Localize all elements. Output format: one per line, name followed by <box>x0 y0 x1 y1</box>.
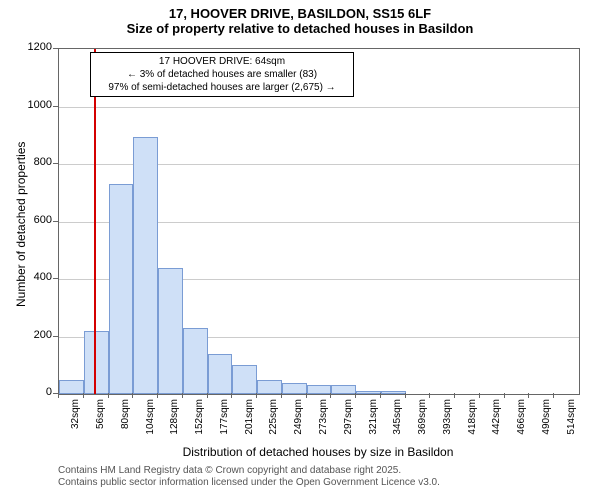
x-tick <box>182 393 183 398</box>
x-tick-label: 128sqm <box>169 399 180 449</box>
histogram-bar <box>59 380 84 394</box>
x-tick <box>306 393 307 398</box>
x-tick <box>231 393 232 398</box>
x-tick-label: 369sqm <box>417 399 428 449</box>
x-tick <box>330 393 331 398</box>
x-tick <box>83 393 84 398</box>
x-tick-label: 514sqm <box>566 399 577 449</box>
property-marker-line <box>94 49 96 394</box>
x-tick <box>479 393 480 398</box>
histogram-bar <box>133 137 158 394</box>
x-tick-label: 273sqm <box>318 399 329 449</box>
histogram-bar <box>208 354 233 394</box>
x-tick-label: 177sqm <box>219 399 230 449</box>
y-tick <box>53 163 58 164</box>
y-tick-label: 1000 <box>20 99 52 111</box>
x-tick-label: 466sqm <box>516 399 527 449</box>
x-tick <box>256 393 257 398</box>
footer-line1: Contains HM Land Registry data © Crown c… <box>58 465 440 477</box>
x-tick-label: 80sqm <box>120 399 131 449</box>
plot-area <box>58 48 580 395</box>
y-tick <box>53 48 58 49</box>
y-tick <box>53 221 58 222</box>
y-tick <box>53 336 58 337</box>
x-tick <box>58 393 59 398</box>
y-tick-label: 800 <box>20 156 52 168</box>
x-tick <box>528 393 529 398</box>
y-tick-label: 400 <box>20 271 52 283</box>
annotation-line2: ← 3% of detached houses are smaller (83) <box>97 68 347 81</box>
y-tick-label: 1200 <box>20 41 52 53</box>
x-tick-label: 152sqm <box>194 399 205 449</box>
chart-title-main: 17, HOOVER DRIVE, BASILDON, SS15 6LF <box>0 0 600 21</box>
histogram-bar <box>183 328 208 394</box>
histogram-bar <box>381 391 406 394</box>
x-tick-label: 490sqm <box>541 399 552 449</box>
x-tick-label: 249sqm <box>293 399 304 449</box>
annotation-line1: 17 HOOVER DRIVE: 64sqm <box>97 55 347 68</box>
chart-container: 17, HOOVER DRIVE, BASILDON, SS15 6LF Siz… <box>0 0 600 500</box>
x-tick-label: 56sqm <box>95 399 106 449</box>
x-tick <box>454 393 455 398</box>
x-tick-label: 32sqm <box>70 399 81 449</box>
annotation-line3: 97% of semi-detached houses are larger (… <box>97 81 347 94</box>
x-tick-label: 442sqm <box>491 399 502 449</box>
x-tick-label: 104sqm <box>145 399 156 449</box>
histogram-bar <box>158 268 183 395</box>
gridline <box>59 107 579 108</box>
y-tick-label: 200 <box>20 329 52 341</box>
histogram-bar <box>331 385 356 394</box>
x-tick-label: 297sqm <box>343 399 354 449</box>
x-tick <box>504 393 505 398</box>
y-tick <box>53 106 58 107</box>
y-tick-label: 600 <box>20 214 52 226</box>
x-tick <box>207 393 208 398</box>
x-tick-label: 201sqm <box>244 399 255 449</box>
x-tick <box>108 393 109 398</box>
x-tick <box>355 393 356 398</box>
x-tick <box>429 393 430 398</box>
histogram-bar <box>232 365 257 394</box>
histogram-bar <box>356 391 381 394</box>
x-tick-label: 345sqm <box>392 399 403 449</box>
histogram-bar <box>257 380 282 394</box>
histogram-bar <box>307 385 332 394</box>
x-tick <box>405 393 406 398</box>
x-tick <box>553 393 554 398</box>
footer-line2: Contains public sector information licen… <box>58 477 440 489</box>
x-tick <box>380 393 381 398</box>
x-tick <box>132 393 133 398</box>
histogram-bar <box>282 383 307 395</box>
y-tick-label: 0 <box>20 386 52 398</box>
y-tick <box>53 278 58 279</box>
chart-title-sub: Size of property relative to detached ho… <box>0 21 600 38</box>
histogram-bar <box>109 184 134 394</box>
x-tick <box>281 393 282 398</box>
x-tick <box>157 393 158 398</box>
x-tick-label: 418sqm <box>467 399 478 449</box>
x-tick-label: 393sqm <box>442 399 453 449</box>
x-tick-label: 321sqm <box>368 399 379 449</box>
x-tick-label: 225sqm <box>268 399 279 449</box>
annotation-box: 17 HOOVER DRIVE: 64sqm ← 3% of detached … <box>90 52 354 97</box>
footer-attribution: Contains HM Land Registry data © Crown c… <box>58 465 440 489</box>
